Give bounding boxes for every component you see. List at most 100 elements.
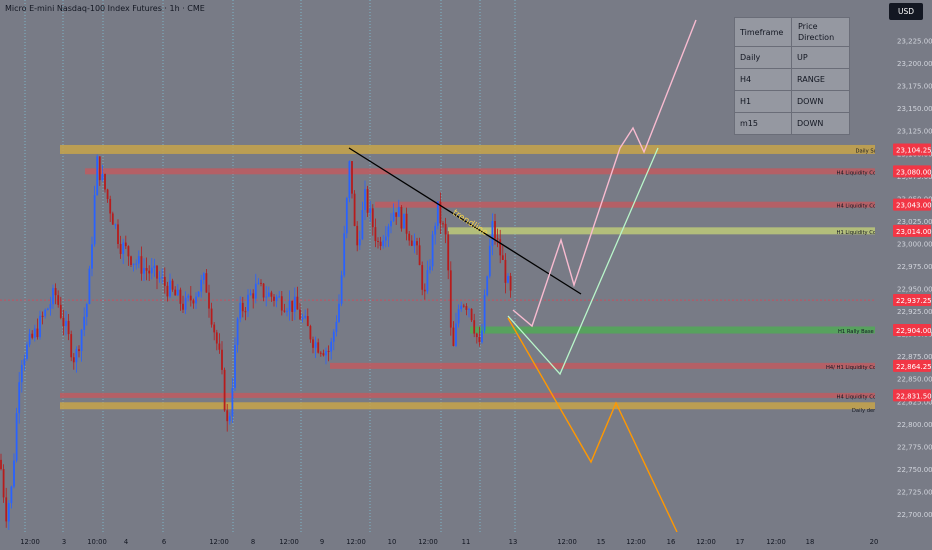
candle-body <box>488 245 491 277</box>
price-tick-label: 22,775.00 <box>897 443 932 451</box>
candle-body <box>265 296 268 298</box>
candle-body <box>52 288 54 305</box>
price-tick-label: 23,025.00 <box>897 218 932 226</box>
candle-body <box>166 285 169 297</box>
candle-body <box>228 416 231 422</box>
candle-body <box>353 193 356 226</box>
candle-body <box>202 273 205 280</box>
candle-body <box>501 255 504 260</box>
candle-body <box>244 311 247 313</box>
candle-body <box>462 305 465 307</box>
candle-body <box>23 358 26 365</box>
candle-body <box>213 324 216 333</box>
candle-body <box>296 296 299 310</box>
candle-body <box>270 292 273 297</box>
table-row: m15 DOWN <box>734 112 850 135</box>
candle-body <box>470 308 473 321</box>
time-tick-label: 4 <box>124 538 128 546</box>
price-label-box <box>893 389 931 402</box>
candle-body <box>345 197 348 234</box>
candle-body <box>169 280 171 297</box>
time-tick-label: 20 <box>870 538 879 546</box>
price-label-box <box>893 165 931 178</box>
candle-body <box>182 303 184 310</box>
candle-body <box>96 156 99 196</box>
candle-body <box>72 357 75 363</box>
timeframe-cell: Daily <box>734 46 792 69</box>
candle-body <box>286 311 288 313</box>
candle-body <box>109 198 112 214</box>
price-label-text: 23,014.00 <box>896 228 932 236</box>
price-label-text: 23,104.25 <box>896 146 932 154</box>
candle-body <box>392 212 395 222</box>
candle-body <box>421 265 424 290</box>
level-name-label: H1 Rally Base Rally <box>838 329 888 335</box>
candle-body <box>192 300 195 304</box>
candle-body <box>39 315 41 338</box>
zone-level-zone <box>60 392 875 398</box>
candle-body <box>416 241 418 246</box>
direction-cell: UP <box>791 46 850 69</box>
time-tick-label: 10 <box>388 538 397 546</box>
candle-body <box>371 208 374 228</box>
candle-body <box>106 189 109 199</box>
candle-body <box>85 303 88 317</box>
candle-body <box>317 342 320 353</box>
candle-body <box>382 240 385 247</box>
timeframe-cell: m15 <box>734 112 792 135</box>
candle-body <box>387 226 390 237</box>
candle-body <box>197 291 200 297</box>
candle-body <box>457 309 460 324</box>
time-tick-label: 9 <box>320 538 324 546</box>
candle-body <box>413 241 416 246</box>
candle-body <box>408 233 411 241</box>
candle-body <box>301 317 304 320</box>
candle-body <box>91 244 93 269</box>
candle-body <box>205 273 208 293</box>
candle-body <box>358 239 361 246</box>
candle-body <box>332 331 335 342</box>
time-tick-label: 10:00 <box>87 538 107 546</box>
candle-body <box>384 236 387 241</box>
candle-body <box>7 503 10 522</box>
candle-body <box>379 241 382 247</box>
level-name-label: H4 Liquidity Control <box>837 204 888 210</box>
candle-body <box>366 189 369 213</box>
candle-body <box>418 245 421 266</box>
candle-body <box>483 295 486 331</box>
candle-body <box>325 350 327 356</box>
candle-body <box>239 302 242 319</box>
candle-body <box>161 276 164 279</box>
candle-body <box>231 387 234 417</box>
zone-level-zone <box>470 326 875 334</box>
zone-level-zone <box>375 201 875 208</box>
candle-body <box>0 459 2 470</box>
candle-body <box>174 289 177 296</box>
level-name-label: H4 Liquidity Control <box>837 394 888 400</box>
currency-button[interactable]: USD <box>889 3 923 20</box>
candle-body <box>348 161 351 198</box>
candle-body <box>223 369 226 411</box>
level-name-label: Daily demand <box>852 408 888 414</box>
candle-body <box>254 283 257 299</box>
candle-body <box>145 268 148 271</box>
zone-level-zone <box>60 402 875 410</box>
level-name-label: H4/ H1 Liquidity Control <box>826 365 888 371</box>
candle-body <box>36 328 39 338</box>
candle-body <box>137 256 140 264</box>
candle-body <box>148 270 151 274</box>
candle-body <box>163 276 166 286</box>
price-tick-label: 23,000.00 <box>897 240 932 248</box>
candle-body <box>158 278 161 280</box>
candle-body <box>335 321 338 332</box>
zone-level-zone <box>60 144 875 154</box>
candle-body <box>57 295 60 305</box>
candle-body <box>390 221 392 227</box>
candle-body <box>104 174 106 190</box>
candle-body <box>312 339 314 348</box>
time-tick-label: 12:00 <box>626 538 646 546</box>
zone-level-zone <box>85 168 875 175</box>
candle-body <box>431 234 434 267</box>
time-tick-label: 12:00 <box>20 538 40 546</box>
candle-body <box>283 310 286 312</box>
